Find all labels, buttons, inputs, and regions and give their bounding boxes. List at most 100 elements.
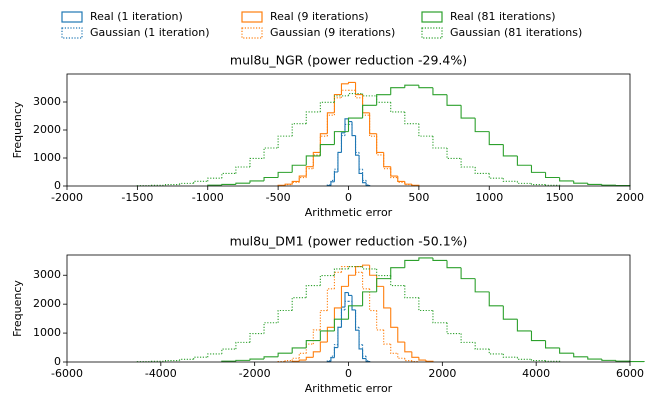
histogram-step [369, 265, 377, 276]
histogram-step [344, 118, 349, 133]
histogram-step [235, 341, 250, 350]
histogram-step [312, 154, 321, 169]
histogram-step [354, 309, 360, 328]
histogram-step [376, 136, 384, 156]
histogram-step [404, 111, 419, 125]
histogram-step [601, 184, 616, 186]
histogram-step [291, 357, 300, 361]
histogram-step [502, 305, 518, 320]
y-tick-label: 0 [54, 179, 61, 192]
histogram-step [340, 89, 349, 98]
histogram-step [390, 307, 398, 328]
histogram-step [404, 182, 412, 186]
histogram-step [390, 102, 405, 113]
y-tick-label: 3000 [33, 95, 61, 108]
histogram-step [418, 123, 433, 137]
legend-swatch [421, 27, 443, 39]
histogram-step [164, 359, 180, 362]
histogram-step [354, 266, 363, 276]
histogram-step [488, 291, 504, 307]
histogram-step [516, 357, 532, 360]
x-tick-label: 500 [408, 191, 429, 204]
histogram-step [369, 112, 377, 135]
histogram-step [516, 181, 532, 184]
histogram-step [347, 266, 363, 269]
histogram-step [326, 326, 335, 343]
histogram-step [179, 358, 194, 361]
histogram-step [305, 356, 314, 361]
histogram-step [615, 360, 630, 362]
histogram-step [305, 166, 314, 177]
histogram-step [164, 184, 180, 186]
histogram-step [337, 151, 342, 170]
histogram-step [277, 171, 293, 178]
histogram-step [432, 310, 448, 324]
histogram-step [277, 135, 293, 149]
histogram-step [193, 356, 208, 360]
histogram-step [362, 344, 367, 357]
histogram-step [337, 326, 342, 345]
histogram-step [474, 342, 490, 350]
histogram-step [530, 359, 546, 362]
histogram-step [376, 310, 384, 331]
chart-title: mul8u_DM1 (power reduction -50.1%) [230, 234, 468, 249]
histogram-step [319, 101, 335, 112]
histogram-step [326, 114, 335, 137]
histogram-step [369, 115, 377, 137]
histogram-step [305, 111, 321, 124]
histogram-step [376, 94, 391, 106]
histogram-step [362, 348, 367, 360]
histogram-step [319, 341, 328, 352]
histogram-step [488, 349, 504, 355]
histogram-step [277, 352, 293, 357]
legend-label: Real (9 iterations) [270, 10, 369, 23]
histogram-step [298, 352, 307, 359]
histogram-step [249, 332, 265, 343]
y-tick-label: 0 [54, 355, 61, 368]
histogram-step [284, 183, 293, 186]
histogram-step [376, 268, 391, 277]
histogram-step [330, 357, 335, 362]
histogram-step [390, 344, 398, 354]
histogram-step [397, 177, 405, 183]
histogram-step [516, 319, 532, 332]
y-tick-label: 3000 [33, 268, 61, 281]
histogram-step [235, 182, 250, 185]
histogram-step [312, 351, 321, 358]
histogram-step [397, 176, 405, 182]
x-tick-label: 1000 [475, 191, 503, 204]
histogram-step [587, 183, 602, 185]
y-axis-label: Frequency [11, 101, 24, 158]
histogram-step [390, 87, 405, 95]
x-tick-label: -4000 [145, 367, 177, 380]
x-tick-label: 0 [345, 191, 352, 204]
x-tick-label: 6000 [616, 367, 644, 380]
histogram-step [221, 183, 236, 186]
x-tick-label: 2000 [616, 191, 644, 204]
histogram-step [362, 291, 377, 306]
histogram-step [207, 353, 222, 358]
histogram-step [347, 117, 363, 132]
legend-swatch [241, 27, 263, 39]
histogram-step [404, 181, 412, 185]
histogram-step [354, 135, 360, 153]
histogram-step [354, 266, 363, 273]
histogram-step [365, 180, 371, 186]
histogram-step [376, 133, 384, 153]
histogram-step [432, 136, 448, 149]
histogram-step [298, 177, 307, 183]
histogram-step [305, 340, 321, 348]
legend-swatch [61, 11, 83, 23]
histogram-step [333, 168, 338, 181]
histogram-step [291, 180, 300, 185]
histogram-step [488, 131, 504, 146]
x-tick-label: -1000 [192, 191, 224, 204]
histogram-step [530, 183, 546, 186]
histogram-step [333, 97, 342, 116]
histogram-step [362, 272, 370, 290]
histogram-step [390, 166, 398, 177]
histogram-step [249, 157, 265, 167]
histogram-step [347, 292, 353, 297]
histogram-step [559, 177, 574, 182]
